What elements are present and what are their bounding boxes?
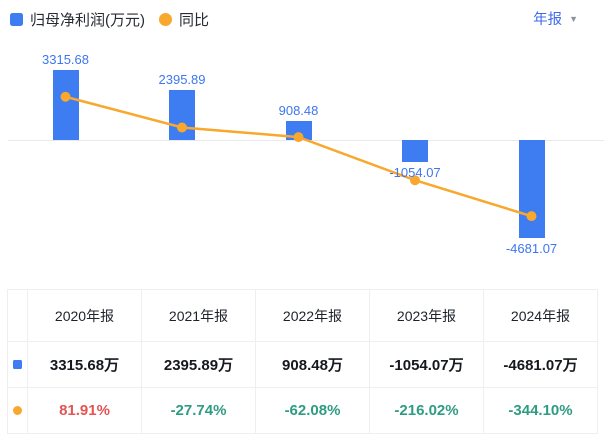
table-header-cell-2020年报: 2020年报 [27,289,142,342]
yoy-point-2024年报[interactable] [526,211,537,222]
table-value-cell-2021年报: 2395.89万 [141,341,256,388]
bar-value-label-2020年报: 3315.68 [42,52,89,68]
table-value-cell-2024年报: -344.10% [483,387,598,434]
period-selector-label: 年报 [533,12,563,28]
bar-2023年报[interactable] [402,140,428,163]
data-table: 2020年报 2021年报 2022年报 2023年报 2024年报 3315.68万 23… [7,289,598,434]
table-icon-cell [7,341,28,388]
bar-value-label-2022年报: 908.48 [278,102,319,118]
chart-legend: 归母净利润(万元) 同比 [10,9,209,30]
chart-area: 归母净利润(万元) 同比 年报 ▼ 3315.68 2395.89 908.48 -1… [8,8,604,257]
blue-square-icon [13,360,22,369]
yoy-point-2021年报[interactable] [177,122,187,133]
table-header-cell-2021年报: 2021年报 [141,289,256,342]
legend-item-yoy[interactable]: 同比 [159,9,209,30]
bar-value-label-2021年报: 2395.89 [158,71,206,87]
table-header-cell-2022年报: 2022年报 [255,289,370,342]
table-value-cell-2022年报: 908.48万 [255,341,370,388]
legend-net-profit-label: 归母净利润(万元) [30,12,145,29]
orange-circle-icon [13,406,22,415]
period-selector[interactable]: 年报 ▼ [533,8,578,29]
table-net-profit-row: 3315.68万 2395.89万 908.48万 -1054.07万 -4681.07… [7,341,598,388]
table-value-cell-2022年报: -62.08% [255,387,370,434]
legend-item-net-profit[interactable]: 归母净利润(万元) [10,9,145,30]
chevron-down-icon: ▼ [569,14,578,24]
line-series-swatch-icon [159,13,172,26]
table-value-cell-2024年报: -4681.07万 [483,341,598,388]
table-value-cell-2021年报: -27.74% [141,387,256,434]
table-icon-header-cell [7,289,28,342]
bar-2020年报[interactable] [52,70,79,140]
bar-2024年报[interactable] [518,140,545,239]
table-yoy-row: 81.91% -27.74% -62.08% -216.02% -344.10% [7,387,598,434]
table-value-cell-2023年报: -1054.07万 [369,341,484,388]
table-value-cell-2020年报: 81.91% [27,387,142,434]
bar-value-label-2023年报: -1054.07 [389,165,441,181]
bar-series-swatch-icon [10,13,23,26]
yoy-point-2022年报[interactable] [293,132,304,143]
table-header-cell-2024年报: 2024年报 [483,289,598,342]
table-icon-cell [7,387,28,434]
legend-yoy-label: 同比 [179,12,210,29]
table-header-row: 2020年报 2021年报 2022年报 2023年报 2024年报 [7,289,598,342]
table-value-cell-2023年报: -216.02% [369,387,484,434]
table-header-cell-2023年报: 2023年报 [369,289,484,342]
zero-axis-line [8,140,604,141]
table-value-cell-2020年报: 3315.68万 [27,341,142,388]
yoy-point-2023年报[interactable] [410,175,420,186]
bar-value-label-2024年报: -4681.07 [505,241,558,257]
yoy-point-2020年报[interactable] [60,91,71,102]
